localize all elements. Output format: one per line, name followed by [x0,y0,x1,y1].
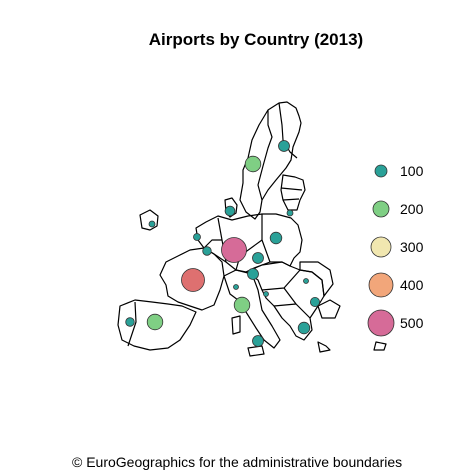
outline-baltics [280,174,306,211]
legend: 100 200 300 400 500 [367,163,424,337]
outline-balkans [245,261,325,341]
marker-portugal [125,317,135,327]
marker-bulgaria [309,296,320,307]
marker-ireland [148,220,156,228]
outline-norway [239,101,302,220]
legend-swatch-200 [372,200,390,218]
legend-label-400: 400 [400,277,424,293]
marker-slovenia [252,335,264,347]
legend-swatch-400 [368,272,394,298]
outline-sweden-finland-border [257,110,273,201]
outline-bulgaria [317,299,341,319]
outline-iberia [117,299,197,351]
legend-label-300: 300 [400,239,424,255]
airport-markers [125,140,320,347]
outline-greek-islands [317,341,331,353]
outline-ireland [139,209,159,231]
outline-sicily [247,345,265,357]
map-title: Airports by Country (2013) [148,30,364,49]
legend-swatch-100 [374,164,388,178]
outline-central-europe [195,213,303,273]
marker-austria [247,268,259,280]
marker-norway-baltic [286,209,294,217]
marker-switzerland [233,284,239,290]
legend-label-100: 100 [400,163,424,179]
legend-swatch-500 [367,309,395,337]
outline-france [159,247,225,311]
credit-text: © EuroGeographics for the administrative… [72,454,403,470]
marker-germany [221,237,247,263]
marker-romania [303,278,309,284]
marker-hungary [263,291,269,297]
legend-label-200: 200 [400,201,424,217]
country-outlines [117,101,387,357]
marker-czech-republic [252,252,264,264]
outline-finland-russia [278,102,298,159]
marker-greece [297,321,311,335]
marker-netherlands [193,233,201,241]
outline-sardinia [231,315,241,335]
marker-denmark [224,205,236,217]
marker-poland [269,231,283,245]
legend-swatch-300 [370,236,392,258]
outline-romania [299,261,334,297]
marker-france [181,268,205,292]
marker-italy [233,296,251,314]
marker-sweden [244,155,262,173]
marker-belgium [202,246,212,256]
outline-italy [223,269,281,349]
marker-spain [146,313,164,331]
marker-finland [278,140,290,152]
legend-label-500: 500 [400,315,424,331]
